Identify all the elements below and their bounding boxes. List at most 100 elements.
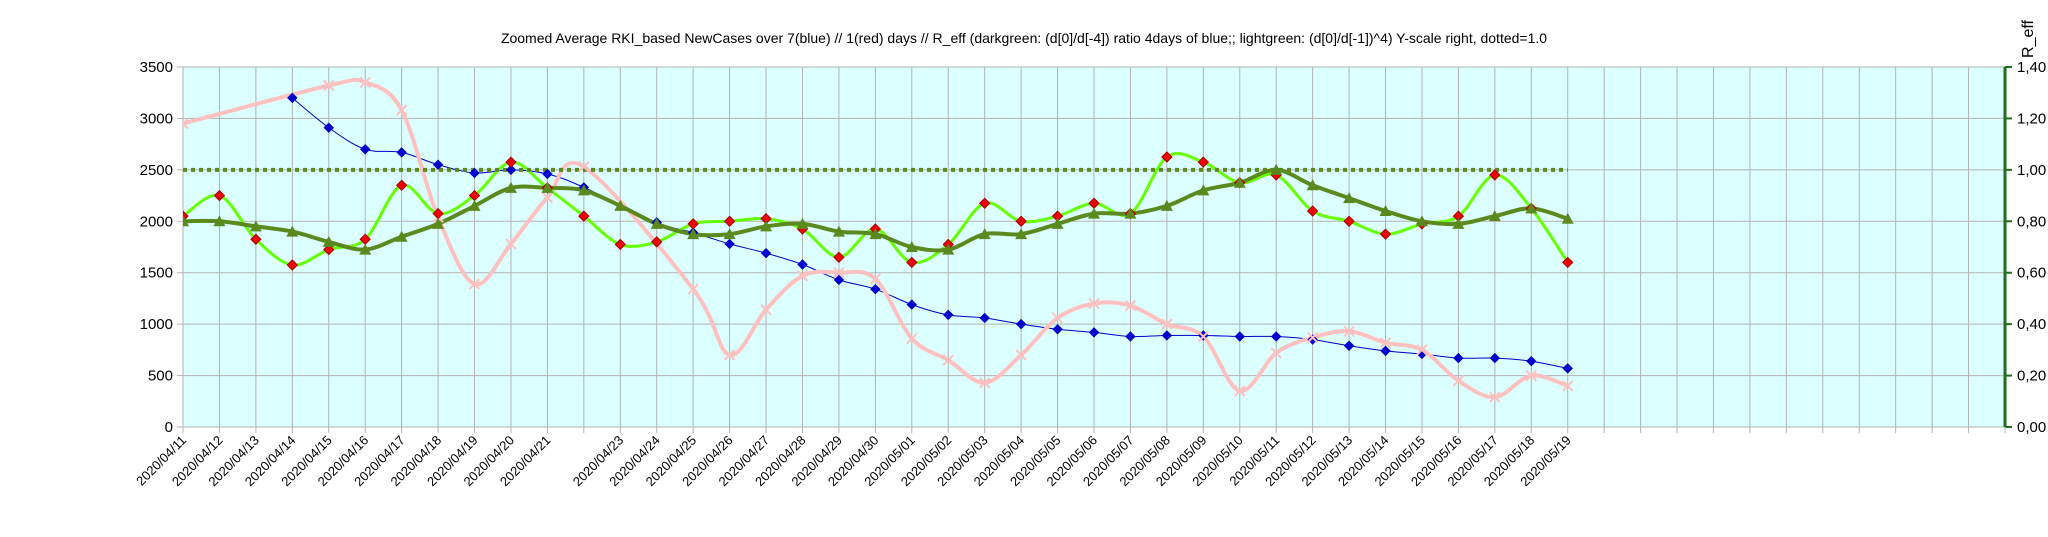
marker-series-2 (1197, 156, 1210, 168)
chart-title: Zoomed Average RKI_based NewCases over 7… (500, 30, 1548, 46)
marker-series-2 (578, 210, 590, 222)
marker-series-1 (687, 283, 699, 295)
marker-series-1 (359, 76, 371, 89)
marker-series-3 (796, 217, 809, 229)
marker-series-0 (1343, 340, 1355, 351)
marker-series-0 (396, 147, 407, 158)
marker-series-2 (286, 259, 299, 271)
marker-series-3 (723, 228, 736, 240)
marker-series-1 (183, 117, 189, 130)
y2-tick-label: 1,40 (2017, 59, 2046, 76)
marker-series-2 (1306, 205, 1319, 217)
marker-series-1 (942, 354, 954, 366)
marker-series-0 (323, 122, 334, 133)
marker-series-3 (1124, 207, 1137, 219)
marker-series-0 (1453, 352, 1464, 364)
marker-series-3 (869, 228, 882, 240)
marker-series-1 (1270, 347, 1282, 359)
marker-series-3 (322, 235, 335, 247)
grid-lines (183, 66, 2006, 427)
marker-series-2 (614, 238, 626, 251)
y-tick-label: 3500 (140, 59, 173, 76)
marker-series-1 (578, 161, 590, 173)
marker-series-1 (796, 270, 809, 282)
marker-series-3 (1561, 212, 1574, 224)
marker-series-1 (468, 278, 481, 290)
marker-series-2 (213, 189, 226, 202)
marker-series-2 (833, 251, 845, 263)
series-markers (183, 76, 1574, 403)
y-tick-label: 2500 (140, 162, 173, 179)
marker-series-3 (213, 215, 226, 227)
marker-series-0 (469, 167, 480, 179)
marker-series-3 (905, 241, 918, 252)
marker-series-0 (432, 159, 444, 170)
marker-series-2 (1343, 215, 1355, 227)
marker-series-2 (505, 156, 517, 168)
marker-series-3 (1343, 192, 1356, 204)
marker-series-1 (395, 104, 408, 116)
marker-series-2 (651, 236, 663, 248)
marker-series-3 (1160, 199, 1173, 211)
marker-series-1 (1124, 299, 1137, 312)
marker-series-0 (505, 164, 517, 176)
marker-series-3 (650, 217, 663, 229)
marker-series-3 (1233, 176, 1246, 188)
marker-series-0 (1489, 352, 1501, 364)
marker-series-1 (723, 349, 736, 361)
marker-series-3 (1525, 202, 1538, 214)
marker-series-3 (541, 181, 554, 193)
marker-series-3 (183, 215, 189, 227)
marker-series-3 (1088, 207, 1100, 219)
marker-series-0 (1052, 324, 1063, 335)
y2-tick-label: 1,00 (2017, 162, 2046, 179)
marker-series-1 (1562, 380, 1574, 392)
marker-series-0 (1307, 334, 1318, 345)
marker-series-3 (286, 225, 299, 237)
marker-series-3 (468, 199, 481, 211)
marker-series-3 (249, 220, 262, 232)
marker-series-3 (1197, 184, 1210, 196)
marker-series-0 (870, 283, 881, 295)
marker-series-3 (1015, 228, 1028, 240)
marker-series-1 (1489, 391, 1501, 403)
marker-series-0 (1015, 318, 1027, 330)
y2-tick-label: 0,00 (2017, 419, 2046, 436)
marker-series-0 (1125, 331, 1136, 342)
marker-series-1 (906, 332, 918, 345)
marker-series-1 (869, 273, 882, 285)
marker-series-1 (1343, 325, 1355, 338)
marker-series-1 (541, 191, 554, 204)
marker-series-3 (395, 230, 408, 242)
marker-series-2 (323, 243, 335, 256)
marker-series-2 (906, 256, 918, 269)
marker-series-2 (1489, 169, 1501, 181)
marker-series-0 (1380, 345, 1391, 357)
marker-series-1 (1088, 297, 1100, 310)
marker-series-1 (978, 377, 991, 389)
marker-series-0 (797, 259, 808, 270)
marker-series-3 (942, 243, 955, 255)
marker-series-3 (432, 217, 445, 229)
marker-series-0 (359, 144, 371, 155)
marker-series-3 (1051, 217, 1064, 229)
marker-series-3 (1452, 217, 1465, 229)
marker-series-1 (1015, 349, 1027, 361)
marker-series-0 (833, 274, 845, 286)
marker-series-1 (1416, 344, 1428, 356)
marker-series-1 (1197, 330, 1210, 343)
marker-series-3 (760, 220, 773, 232)
y2-tick-label: 0,60 (2017, 265, 2046, 282)
marker-series-0 (943, 309, 954, 321)
marker-series-3 (577, 184, 590, 196)
marker-series-1 (1379, 336, 1392, 349)
marker-series-0 (1562, 363, 1573, 374)
marker-series-2 (1562, 256, 1574, 269)
marker-series-0 (760, 247, 772, 259)
marker-series-1 (1452, 375, 1465, 387)
y-tick-label: 3000 (140, 110, 173, 127)
marker-series-0 (1234, 331, 1245, 342)
y-tick-label: 2000 (140, 213, 173, 230)
marker-series-3 (1270, 163, 1283, 175)
marker-series-3 (1488, 210, 1501, 222)
